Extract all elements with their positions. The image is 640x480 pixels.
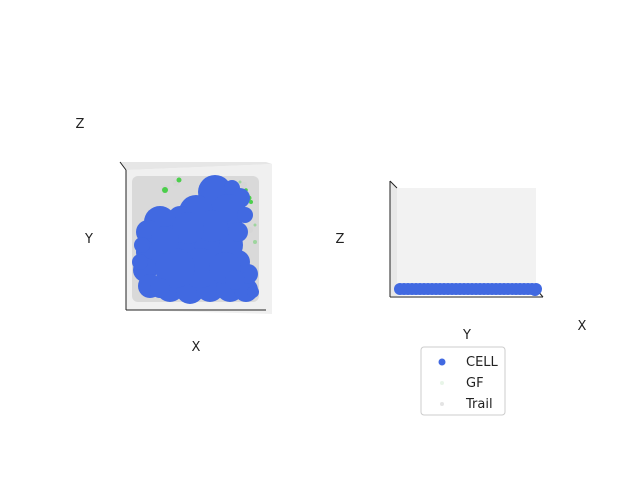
- gf-point: [238, 180, 242, 184]
- left-zlabel: Z: [76, 117, 85, 132]
- left-xlabel: X: [192, 340, 201, 355]
- legend-label-gf: GF: [466, 376, 484, 391]
- cell-point: [150, 278, 170, 298]
- right-ylabel: Y: [462, 328, 471, 343]
- cell-point: [172, 212, 204, 244]
- right-cell-points: [394, 283, 542, 296]
- cell-point: [155, 248, 195, 288]
- legend-marker-trail: [440, 402, 444, 406]
- legend: CELL GF Trail: [420, 346, 506, 416]
- legend-label-cell: CELL: [466, 355, 499, 370]
- legend-marker-gf: [440, 381, 444, 385]
- left-cell-points: [132, 175, 259, 304]
- legend-label-trail: Trail: [465, 397, 493, 412]
- gf-point: [253, 223, 257, 227]
- left-pane-side: [120, 162, 272, 170]
- right-pane-back: [397, 188, 536, 296]
- trail-point: [247, 227, 253, 233]
- left-axis-z-line: [119, 161, 127, 171]
- cell-point: [134, 237, 150, 253]
- cell-point: [196, 210, 228, 242]
- gf-point: [162, 187, 168, 193]
- cell-point: [237, 207, 253, 223]
- cell-point: [132, 254, 148, 270]
- left-subplot: Z Y X: [76, 117, 272, 355]
- right-pane-left: [390, 181, 397, 296]
- trail-point: [241, 182, 247, 188]
- gf-point: [253, 240, 257, 244]
- gf-point: [176, 177, 182, 183]
- cell-point: [228, 222, 248, 242]
- left-ylabel: Y: [84, 232, 93, 247]
- cell-point: [247, 286, 259, 298]
- right-xlabel: X: [578, 319, 587, 334]
- legend-marker-cell: [438, 358, 446, 366]
- right-zlabel: Z: [336, 232, 345, 247]
- cell-point: [529, 284, 541, 296]
- cell-point: [151, 226, 179, 254]
- right-axis-diag: [389, 180, 398, 189]
- right-subplot: Z Y X: [336, 180, 587, 343]
- cell-point: [225, 270, 245, 290]
- gf-point: [249, 200, 253, 204]
